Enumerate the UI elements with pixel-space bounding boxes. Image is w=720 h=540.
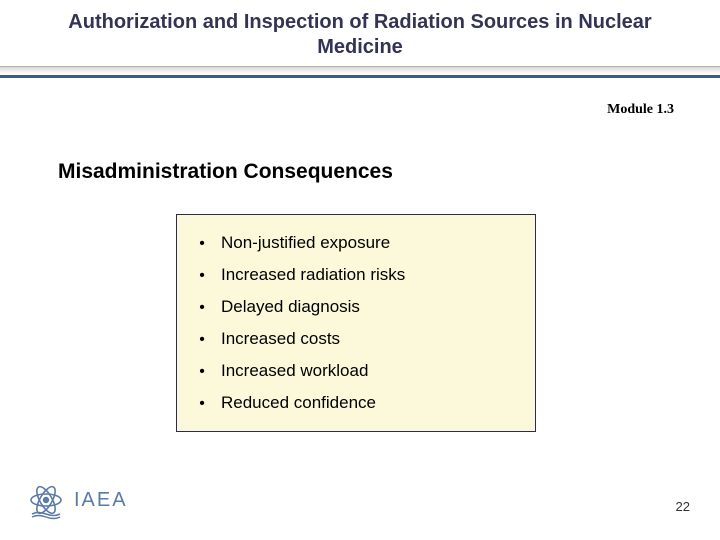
bullet-text: Increased workload (221, 361, 368, 381)
slide: Authorization and Inspection of Radiatio… (0, 0, 720, 540)
header-divider (0, 66, 720, 78)
org-acronym: IAEA (74, 489, 128, 512)
bullet-icon: • (197, 396, 207, 412)
title-area: Authorization and Inspection of Radiatio… (0, 0, 720, 66)
list-item: • Increased radiation risks (197, 259, 519, 291)
list-item: • Delayed diagnosis (197, 291, 519, 323)
bullet-text: Increased costs (221, 329, 340, 349)
bullet-text: Delayed diagnosis (221, 297, 360, 317)
bullet-text: Increased radiation risks (221, 265, 405, 285)
bullet-icon: • (197, 300, 207, 316)
bullet-text: Reduced confidence (221, 393, 376, 413)
bullet-icon: • (197, 268, 207, 284)
list-item: • Non-justified exposure (197, 227, 519, 259)
module-label: Module 1.3 (607, 102, 674, 118)
bullet-icon: • (197, 332, 207, 348)
slide-title: Authorization and Inspection of Radiatio… (30, 10, 690, 60)
bullet-icon: • (197, 364, 207, 380)
bullet-icon: • (197, 236, 207, 252)
footer-logo: IAEA (26, 480, 128, 520)
iaea-logo-icon (26, 480, 66, 520)
section-heading: Misadministration Consequences (58, 160, 393, 184)
bullet-box: • Non-justified exposure • Increased rad… (176, 214, 536, 432)
list-item: • Reduced confidence (197, 387, 519, 419)
list-item: • Increased costs (197, 323, 519, 355)
page-number: 22 (676, 499, 690, 514)
list-item: • Increased workload (197, 355, 519, 387)
bullet-text: Non-justified exposure (221, 233, 390, 253)
